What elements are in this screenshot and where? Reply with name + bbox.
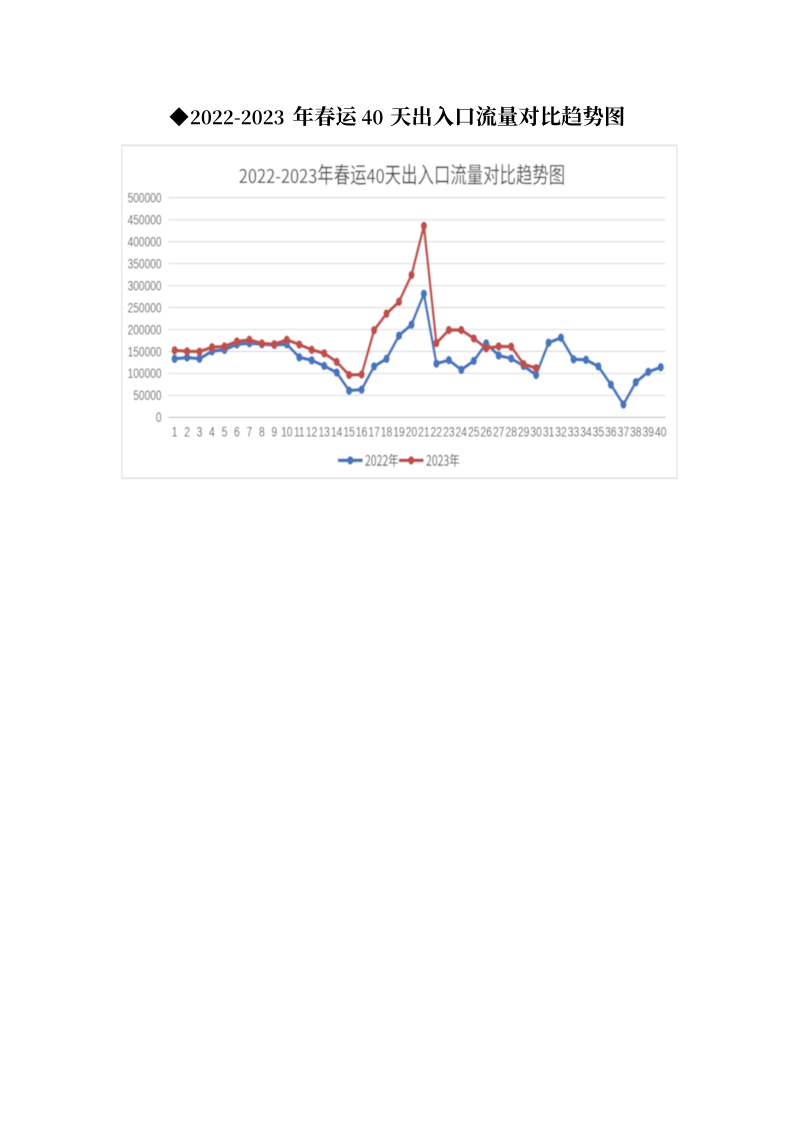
svg-text:31: 31 — [543, 424, 555, 440]
svg-text:500000: 500000 — [128, 190, 162, 206]
svg-text:200000: 200000 — [128, 322, 162, 338]
svg-text:9: 9 — [271, 424, 277, 440]
svg-text:36: 36 — [605, 424, 617, 440]
svg-text:39: 39 — [643, 424, 655, 440]
svg-text:300000: 300000 — [128, 278, 162, 294]
svg-text:38: 38 — [630, 424, 642, 440]
svg-text:19: 19 — [393, 424, 405, 440]
svg-text:50000: 50000 — [133, 388, 161, 404]
svg-text:1: 1 — [172, 424, 178, 440]
svg-text:100000: 100000 — [128, 366, 162, 382]
svg-text:23: 23 — [443, 424, 455, 440]
svg-text:35: 35 — [593, 424, 605, 440]
svg-text:33: 33 — [568, 424, 580, 440]
svg-text:37: 37 — [618, 424, 630, 440]
svg-text:5: 5 — [222, 424, 228, 440]
svg-text:150000: 150000 — [128, 344, 162, 360]
svg-text:10: 10 — [281, 424, 293, 440]
svg-text:7: 7 — [247, 424, 253, 440]
svg-text:250000: 250000 — [128, 300, 162, 316]
svg-text:18: 18 — [381, 424, 393, 440]
svg-text:14: 14 — [331, 424, 343, 440]
svg-text:8: 8 — [259, 424, 265, 440]
svg-text:28: 28 — [505, 424, 517, 440]
svg-text:400000: 400000 — [128, 234, 162, 250]
svg-text:0: 0 — [156, 410, 162, 426]
svg-text:29: 29 — [518, 424, 530, 440]
svg-text:40: 40 — [655, 424, 667, 440]
svg-text:12: 12 — [306, 424, 318, 440]
svg-text:16: 16 — [356, 424, 368, 440]
svg-text:4: 4 — [209, 424, 215, 440]
svg-text:21: 21 — [418, 424, 430, 440]
svg-text:450000: 450000 — [128, 212, 162, 228]
svg-text:22: 22 — [431, 424, 443, 440]
svg-text:34: 34 — [580, 424, 592, 440]
svg-text:20: 20 — [406, 424, 418, 440]
svg-text:27: 27 — [493, 424, 505, 440]
svg-text:30: 30 — [530, 424, 542, 440]
svg-text:6: 6 — [234, 424, 240, 440]
svg-text:3: 3 — [197, 424, 203, 440]
svg-text:13: 13 — [318, 424, 330, 440]
svg-text:2: 2 — [184, 424, 190, 440]
svg-text:350000: 350000 — [128, 256, 162, 272]
svg-text:32: 32 — [555, 424, 567, 440]
svg-text:11: 11 — [294, 424, 305, 440]
svg-text:24: 24 — [456, 424, 468, 440]
svg-text:17: 17 — [368, 424, 380, 440]
svg-text:26: 26 — [480, 424, 492, 440]
svg-text:25: 25 — [468, 424, 480, 440]
svg-text:15: 15 — [343, 424, 355, 440]
